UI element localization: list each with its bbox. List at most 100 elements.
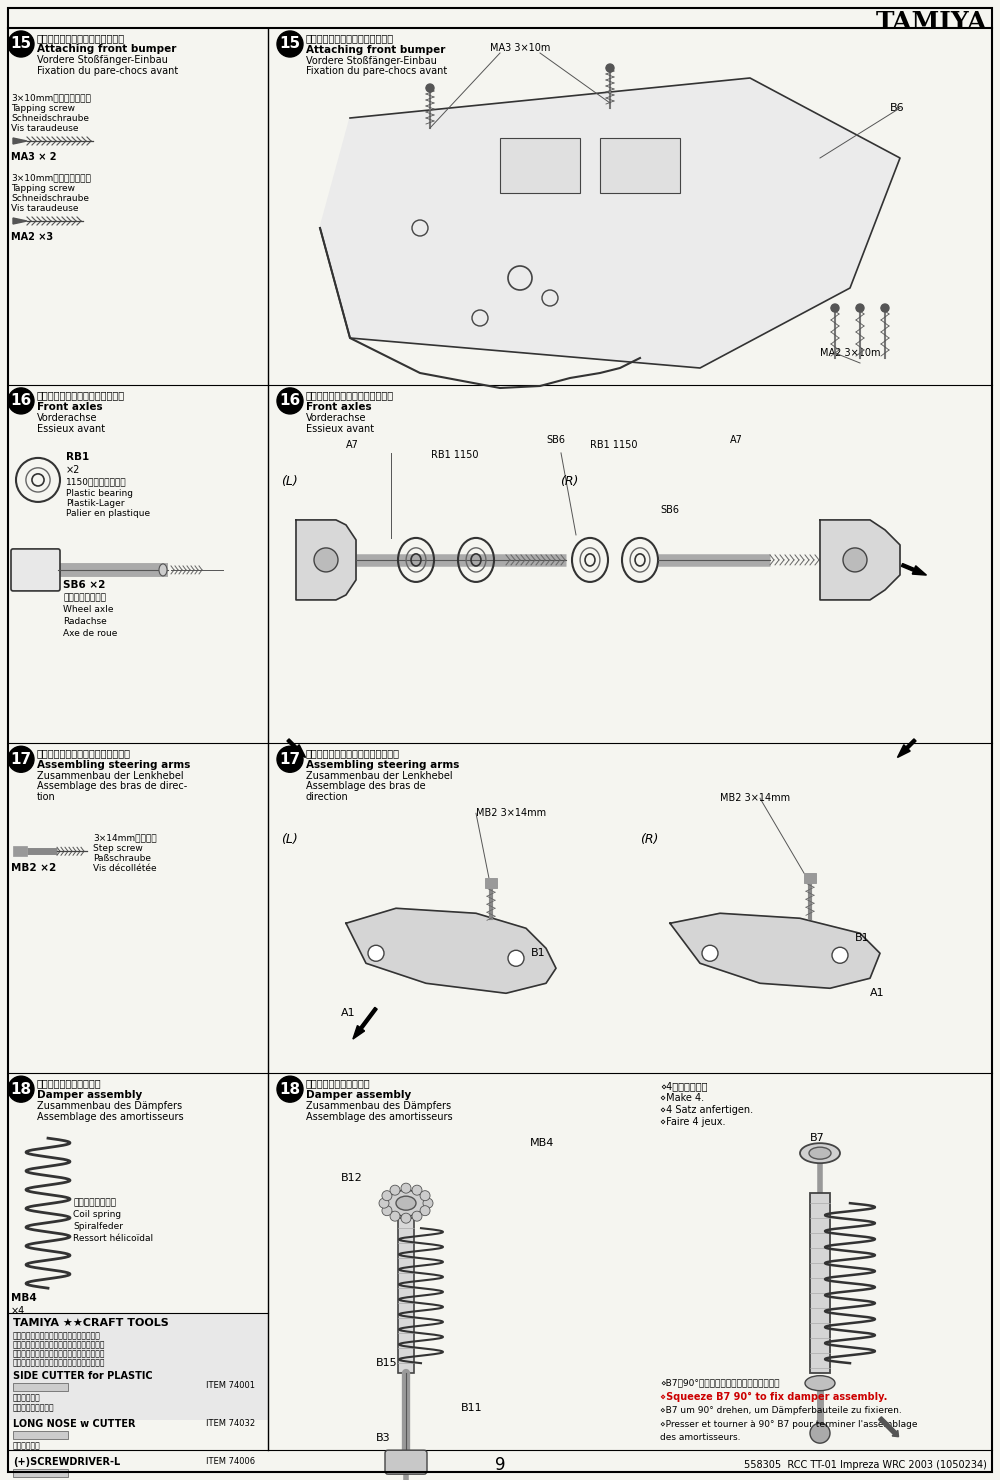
- Circle shape: [401, 1214, 411, 1222]
- Text: B15: B15: [376, 1359, 398, 1368]
- Text: ×2: ×2: [66, 465, 80, 475]
- Text: Wheel axle: Wheel axle: [63, 605, 114, 614]
- Text: Assembling steering arms: Assembling steering arms: [306, 761, 459, 770]
- Text: A1: A1: [341, 1008, 356, 1018]
- Text: MB2 3×14mm: MB2 3×14mm: [476, 808, 546, 818]
- Circle shape: [412, 1211, 422, 1221]
- Text: Radachse: Radachse: [63, 617, 107, 626]
- Text: Attaching front bumper: Attaching front bumper: [37, 44, 176, 53]
- Circle shape: [420, 1206, 430, 1215]
- Text: des amortisseurs.: des amortisseurs.: [660, 1433, 740, 1442]
- Text: Front axles: Front axles: [37, 403, 103, 411]
- Text: 15: 15: [10, 37, 32, 52]
- Text: Axe de roue: Axe de roue: [63, 629, 117, 638]
- Text: ⋄B7 um 90° drehen, um Dämpferbauteile zu fixieren.: ⋄B7 um 90° drehen, um Dämpferbauteile zu…: [660, 1406, 902, 1415]
- Text: 16: 16: [279, 394, 301, 408]
- Text: MA3 × 2: MA3 × 2: [11, 152, 56, 161]
- Text: ⋄Squeeze B7 90° to fix damper assembly.: ⋄Squeeze B7 90° to fix damper assembly.: [660, 1393, 887, 1402]
- Bar: [398, 1218, 414, 1373]
- Circle shape: [8, 746, 34, 773]
- Text: Fixation du pare-chocs avant: Fixation du pare-chocs avant: [306, 67, 447, 75]
- Text: Vorderachse: Vorderachse: [306, 413, 366, 423]
- Text: 《ステアリングアームの組み立て》: 《ステアリングアームの組み立て》: [306, 749, 400, 758]
- Text: (R): (R): [560, 475, 578, 488]
- Text: Assemblage des amortisseurs: Assemblage des amortisseurs: [37, 1111, 184, 1122]
- Text: MB2 3×14mm: MB2 3×14mm: [720, 793, 790, 804]
- Text: (R): (R): [640, 833, 658, 847]
- Text: 17: 17: [279, 752, 301, 767]
- Text: 17: 17: [10, 752, 32, 767]
- Circle shape: [277, 1076, 303, 1103]
- Text: ITEM 74006: ITEM 74006: [206, 1458, 255, 1467]
- Ellipse shape: [809, 1147, 831, 1159]
- Text: 3×10mmタッピングビス: 3×10mmタッピングビス: [11, 173, 91, 182]
- Text: Zusammenbau der Lenkhebel: Zusammenbau der Lenkhebel: [306, 771, 453, 781]
- Text: SIDE CUTTER for PLASTIC: SIDE CUTTER for PLASTIC: [13, 1370, 153, 1381]
- Text: B7: B7: [810, 1134, 825, 1143]
- Bar: [810, 1193, 830, 1373]
- Text: A1: A1: [870, 989, 885, 999]
- Text: 9: 9: [495, 1456, 505, 1474]
- Circle shape: [412, 1185, 422, 1196]
- Text: SB6 ×2: SB6 ×2: [63, 580, 105, 591]
- Circle shape: [702, 946, 718, 962]
- Text: Ressort hélicoïdal: Ressort hélicoïdal: [73, 1234, 153, 1243]
- Circle shape: [8, 1076, 34, 1103]
- Text: Tapping screw: Tapping screw: [11, 104, 75, 112]
- Text: Schneidschraube: Schneidschraube: [11, 114, 89, 123]
- Text: SB6: SB6: [546, 435, 565, 445]
- Circle shape: [606, 64, 614, 73]
- Circle shape: [810, 1424, 830, 1443]
- Circle shape: [420, 1191, 430, 1200]
- Text: ⋄4個作ります。: ⋄4個作ります。: [660, 1082, 708, 1091]
- Text: 《ダンパーの組み立て》: 《ダンパーの組み立て》: [306, 1077, 371, 1088]
- FancyArrow shape: [879, 1416, 899, 1437]
- Text: 16: 16: [10, 394, 32, 408]
- Text: （フロントバンパーの取り付け）: （フロントバンパーの取り付け）: [37, 33, 125, 43]
- Text: tion: tion: [37, 792, 56, 802]
- FancyArrow shape: [287, 739, 306, 758]
- Circle shape: [382, 1206, 392, 1215]
- Text: コイルスプリング: コイルスプリング: [73, 1199, 116, 1208]
- Bar: [485, 878, 497, 888]
- Text: (+)SCREWDRIVER-L: (+)SCREWDRIVER-L: [13, 1458, 120, 1467]
- Text: 3×14mm距離ビス: 3×14mm距離ビス: [93, 833, 157, 842]
- Text: Damper assembly: Damper assembly: [37, 1091, 142, 1100]
- Bar: [804, 873, 816, 884]
- Circle shape: [831, 303, 839, 312]
- FancyBboxPatch shape: [385, 1450, 427, 1474]
- Circle shape: [856, 303, 864, 312]
- Text: A7: A7: [730, 435, 743, 445]
- Text: 《ステアリングアームの組み立て》: 《ステアリングアームの組み立て》: [37, 749, 131, 758]
- Text: Vis décollétée: Vis décollétée: [93, 864, 157, 873]
- Text: Essieux avant: Essieux avant: [37, 423, 105, 434]
- Text: Vorderachse: Vorderachse: [37, 413, 98, 423]
- Text: 《フロントアクスルの組み立て》: 《フロントアクスルの組み立て》: [37, 389, 125, 400]
- Text: ⋄4 Satz anfertigen.: ⋄4 Satz anfertigen.: [660, 1106, 753, 1114]
- Text: （プラスチック用）: （プラスチック用）: [13, 1403, 55, 1412]
- Bar: [13, 1470, 68, 1477]
- Polygon shape: [13, 138, 27, 144]
- Circle shape: [368, 946, 384, 962]
- Text: Damper assembly: Damper assembly: [306, 1091, 411, 1100]
- Bar: [600, 138, 680, 192]
- Circle shape: [390, 1185, 400, 1196]
- Text: Assemblage des amortisseurs: Assemblage des amortisseurs: [306, 1111, 453, 1122]
- Text: 《フロントアクスルの組み立て》: 《フロントアクスルの組み立て》: [306, 389, 394, 400]
- Text: B12: B12: [341, 1174, 363, 1183]
- Text: 3×10mmタッピングビス: 3×10mmタッピングビス: [11, 93, 91, 102]
- Text: direction: direction: [306, 792, 349, 802]
- Text: ITEM 74001: ITEM 74001: [206, 1381, 255, 1390]
- Text: Schneidschraube: Schneidschraube: [11, 194, 89, 203]
- Text: ⋄Presser et tourner à 90° B7 pour terminer l'assemblage: ⋄Presser et tourner à 90° B7 pour termin…: [660, 1421, 918, 1430]
- Text: Vordere Stoßfänger-Einbau: Vordere Stoßfänger-Einbau: [306, 56, 437, 67]
- Text: A7: A7: [346, 440, 359, 450]
- Circle shape: [8, 31, 34, 58]
- Ellipse shape: [159, 564, 167, 576]
- Text: B11: B11: [461, 1403, 483, 1413]
- Text: Plastik-Lager: Plastik-Lager: [66, 499, 124, 508]
- Text: また精度を高く、安く良い品づくりに努力し: また精度を高く、安く良い品づくりに努力し: [13, 1350, 106, 1359]
- Text: Attaching front bumper: Attaching front bumper: [306, 44, 445, 55]
- Text: ITEM 74032: ITEM 74032: [206, 1419, 255, 1428]
- Polygon shape: [296, 519, 356, 599]
